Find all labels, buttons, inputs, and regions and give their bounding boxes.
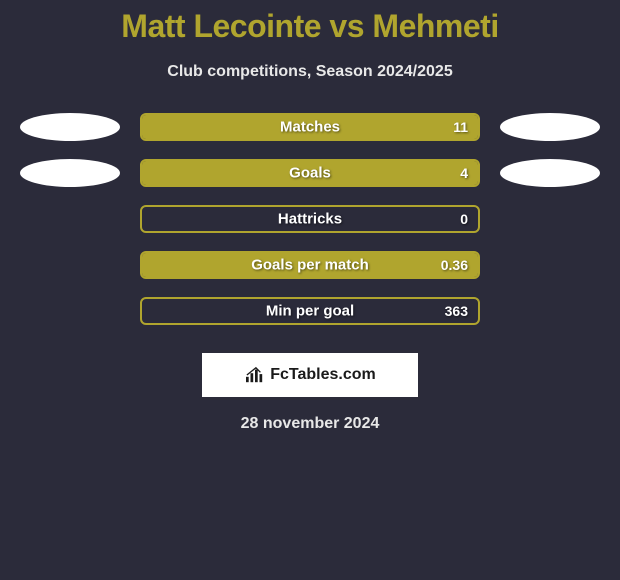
- left-ellipse: [20, 159, 120, 187]
- stat-value: 0.36: [441, 257, 468, 273]
- logo-text: FcTables.com: [270, 366, 376, 384]
- right-ellipse: [500, 113, 600, 141]
- stat-bar: Goals 4: [140, 159, 480, 187]
- page-title: Matt Lecointe vs Mehmeti: [0, 8, 620, 45]
- stat-label: Matches: [280, 119, 340, 136]
- stat-label: Hattricks: [278, 211, 342, 228]
- stat-label: Goals per match: [251, 257, 369, 274]
- date-text: 28 november 2024: [0, 415, 620, 433]
- subtitle: Club competitions, Season 2024/2025: [0, 63, 620, 81]
- stat-bar: Min per goal 363: [140, 297, 480, 325]
- stat-value: 363: [445, 303, 468, 319]
- right-ellipse: [500, 159, 600, 187]
- right-placeholder: [500, 205, 600, 233]
- left-placeholder: [20, 251, 120, 279]
- left-placeholder: [20, 297, 120, 325]
- logo-box: FcTables.com: [202, 353, 418, 397]
- stat-value: 11: [453, 119, 468, 135]
- stat-label: Goals: [289, 165, 331, 182]
- left-placeholder: [20, 205, 120, 233]
- stats-rows: Matches 11 Goals 4 Hattricks 0: [0, 113, 620, 325]
- stat-bar: Hattricks 0: [140, 205, 480, 233]
- stat-row: Matches 11: [0, 113, 620, 141]
- stat-row: Goals per match 0.36: [0, 251, 620, 279]
- right-placeholder: [500, 297, 600, 325]
- stat-row: Hattricks 0: [0, 205, 620, 233]
- stat-row: Goals 4: [0, 159, 620, 187]
- right-placeholder: [500, 251, 600, 279]
- stat-value: 4: [460, 165, 468, 181]
- stat-row: Min per goal 363: [0, 297, 620, 325]
- main-container: Matt Lecointe vs Mehmeti Club competitio…: [0, 0, 620, 433]
- stat-value: 0: [460, 211, 468, 227]
- stat-bar: Matches 11: [140, 113, 480, 141]
- stat-bar: Goals per match 0.36: [140, 251, 480, 279]
- left-ellipse: [20, 113, 120, 141]
- stat-label: Min per goal: [266, 303, 354, 320]
- chart-icon: [244, 366, 266, 384]
